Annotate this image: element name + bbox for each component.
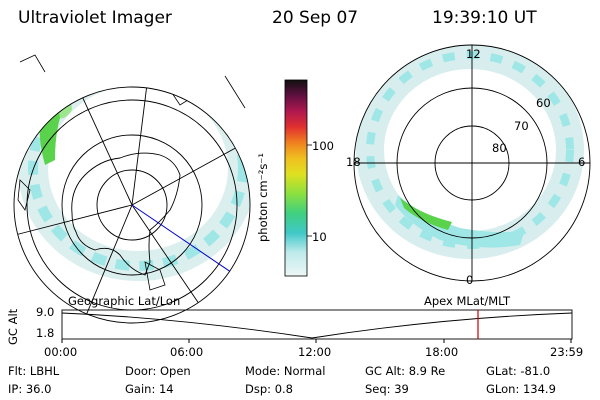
status-mode: Mode: Normal <box>245 364 326 378</box>
date: 20 Sep 07 <box>272 8 359 28</box>
mlt-label-left: 18 <box>346 155 361 169</box>
oval-cyan-r <box>395 195 525 248</box>
status-ip: IP: 36.0 <box>8 382 52 396</box>
mlt-label-bottom: 0 <box>466 273 474 287</box>
status-gcalt: GC Alt: 8.9 Re <box>365 364 446 378</box>
status-seq: Seq: 39 <box>365 382 409 396</box>
colorbar-tick-100: 100 <box>312 139 334 153</box>
altitude-plot-frame <box>61 309 573 340</box>
colorbar-tick-10: 10 <box>312 230 327 244</box>
xtick-12: 12:00 <box>298 345 332 359</box>
lat-label-70: 70 <box>514 119 529 133</box>
altitude-ytick-9: 9.0 <box>36 305 55 319</box>
colorbar-unit: photon cm⁻²s⁻¹ <box>256 153 270 242</box>
aurora-green-left <box>39 92 68 165</box>
altitude-ytick-1.8: 1.8 <box>36 326 55 340</box>
geographic-boundary <box>13 86 251 324</box>
mlt-label-right: 6 <box>578 155 586 169</box>
xtick-00: 00:00 <box>44 345 78 359</box>
geographic-caption: Geographic Lat/Lon <box>68 294 181 308</box>
time: 19:39:10 UT <box>432 8 537 28</box>
status-dsp: Dsp: 0.8 <box>245 382 293 396</box>
aurora-green-r <box>400 198 452 230</box>
magnetic-panel <box>354 45 590 281</box>
status-glon: GLon: 134.9 <box>486 382 556 396</box>
auroral-oval-cyan <box>28 87 248 271</box>
xtick-18: 18:00 <box>425 345 459 359</box>
antarctica-outline <box>71 152 181 276</box>
status-flt: Flt: LBHL <box>8 364 60 378</box>
magnetic-caption: Apex MLat/MLT <box>424 294 511 308</box>
xtick-2359: 23:59 <box>550 345 584 359</box>
status-glat: GLat: -81.0 <box>486 364 551 378</box>
title: Ultraviolet Imager <box>18 8 172 28</box>
status-gain: Gain: 14 <box>125 382 174 396</box>
lat-label-60: 60 <box>536 96 551 110</box>
colorbar <box>284 79 308 277</box>
xtick-06: 06:00 <box>170 345 204 359</box>
status-door: Door: Open <box>125 364 191 378</box>
altitude-ylabel: GC Alt <box>6 308 20 345</box>
magnetic-boundary <box>353 44 591 282</box>
mlt-label-top: 12 <box>466 47 481 61</box>
altitude-curve <box>61 312 573 339</box>
lat-label-80: 80 <box>492 141 507 155</box>
